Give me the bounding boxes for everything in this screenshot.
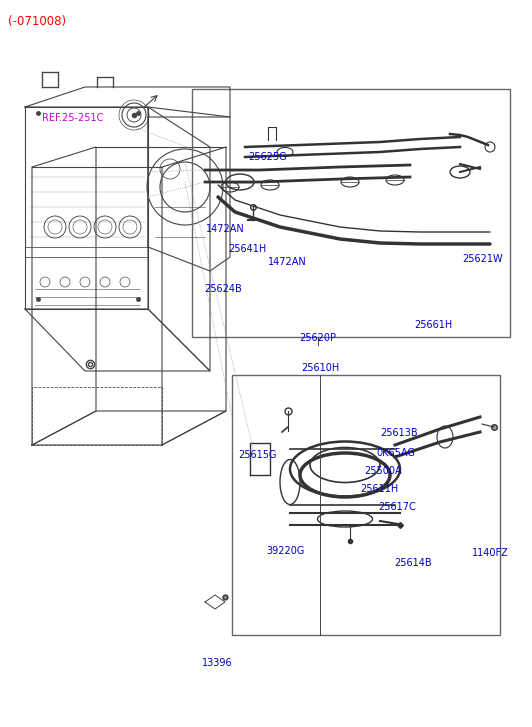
Text: 1472AN: 1472AN [206,224,245,234]
Text: 25610H: 25610H [301,363,339,373]
Text: 13396: 13396 [202,658,232,668]
Text: 25620P: 25620P [300,333,337,343]
Text: 25661H: 25661H [414,320,452,330]
Bar [192,89,510,337]
Text: 25621W: 25621W [462,254,503,264]
Text: 25611H: 25611H [360,484,398,494]
Text: 25500A: 25500A [364,466,402,476]
Text: 25641H: 25641H [228,244,266,254]
Text: 25615G: 25615G [238,450,277,460]
Text: 1140FZ: 1140FZ [472,548,509,558]
Text: 25614B: 25614B [394,558,431,568]
Text: REF.25-251C: REF.25-251C [42,113,103,123]
Text: 25624B: 25624B [204,284,242,294]
Text: 25625G: 25625G [248,152,287,162]
Text: 25617C: 25617C [378,502,415,512]
Text: 25613B: 25613B [380,428,418,438]
Bar [232,375,500,635]
Text: 39220G: 39220G [266,546,304,556]
Text: 0K65AG: 0K65AG [376,448,415,458]
Text: 1472AN: 1472AN [268,257,307,267]
Text: (-071008): (-071008) [8,15,66,28]
